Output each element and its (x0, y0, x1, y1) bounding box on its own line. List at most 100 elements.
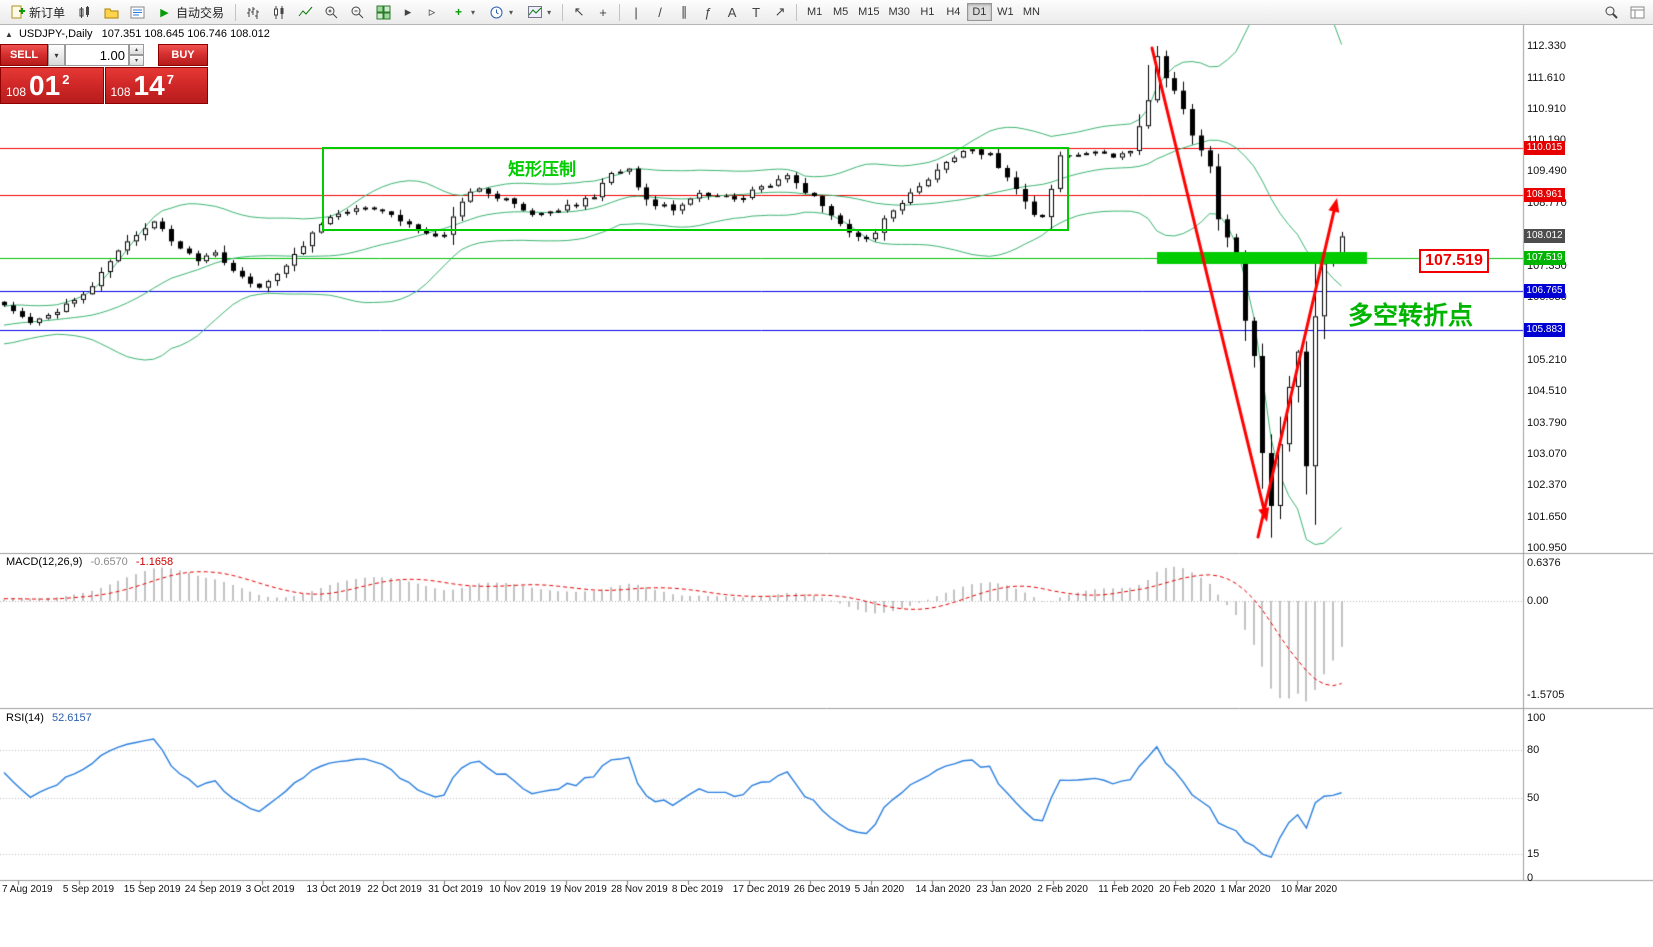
date-axis-label: 1 Mar 2020 (1220, 884, 1271, 895)
cursor-button[interactable]: ↖ (573, 4, 585, 19)
equidistant-channel-button[interactable]: ∥ (680, 4, 688, 19)
price-axis-label: 109.490 (1527, 165, 1567, 178)
timeframe-h1-button[interactable]: H1 (915, 3, 940, 21)
date-axis-label: 22 Oct 2019 (367, 884, 422, 895)
timeframe-m15-button[interactable]: M15 (854, 3, 883, 21)
fibonacci-button[interactable]: ƒ (704, 4, 712, 20)
timeframe-group: M1 M5 M15 M30 H1 H4 D1 W1 MN (802, 3, 1044, 21)
price-axis-label: 102.370 (1527, 479, 1567, 492)
volume-input[interactable] (65, 44, 129, 66)
price-level-tag: 108.012 (1524, 229, 1565, 244)
zoom-out-button[interactable] (345, 1, 369, 23)
tile-windows-button[interactable] (371, 1, 395, 23)
date-axis-label: 26 Dec 2019 (793, 884, 851, 895)
rsi-value: 52.6157 (51, 712, 92, 724)
templates-button[interactable]: ▾ (521, 2, 557, 22)
autotrade-button[interactable]: ▶ 自动交易 (151, 2, 230, 22)
macd-name: MACD(12,26,9) (6, 556, 83, 568)
periods-dropdown-icon: ▾ (509, 7, 514, 17)
timeframe-m1-button[interactable]: M1 (802, 3, 827, 21)
volume-down-button[interactable]: ▾ (129, 55, 144, 66)
volume-dropdown-button[interactable]: ▾ (48, 44, 65, 66)
text-label-button[interactable]: T (752, 4, 761, 20)
sell-price-plate[interactable]: 108 01 2 (0, 67, 104, 104)
sell-button[interactable]: SELL (0, 44, 48, 66)
data-window-button[interactable] (1625, 1, 1649, 23)
toolbar-separator (235, 3, 237, 21)
market-watch-button[interactable] (125, 1, 149, 23)
macd-indicator-label: MACD(12,26,9) -0.6570 -1.1658 (6, 556, 173, 568)
date-axis-label: 31 Oct 2019 (428, 884, 483, 895)
buy-button[interactable]: BUY (158, 44, 208, 66)
timeframe-m5-button[interactable]: M5 (828, 3, 853, 21)
sell-price-pip: 2 (62, 72, 70, 87)
toolbar: 新订单 ▶ 自动交易 ▸ ▹ + ▾ ▾ (0, 0, 1653, 25)
new-order-button[interactable]: 新订单 (4, 2, 71, 22)
zoom-in-button[interactable] (319, 1, 343, 23)
line-chart-button[interactable] (293, 1, 317, 23)
autotrade-label: 自动交易 (176, 5, 225, 20)
crosshair-button[interactable]: + (599, 4, 607, 20)
price-level-tag: 107.519 (1524, 251, 1565, 266)
rsi-name: RSI(14) (6, 712, 44, 724)
indicators-button[interactable]: + ▾ (445, 2, 481, 22)
chart-canvas[interactable] (0, 25, 1653, 947)
sell-price-prefix: 108 (6, 85, 27, 99)
buy-price-big: 14 (133, 69, 165, 101)
symbol-search-button[interactable] (1599, 1, 1623, 23)
bar-chart-button[interactable] (241, 1, 265, 23)
chart-symbol: USDJPY-,Daily (18, 28, 93, 40)
chart-ohlc-values: 107.351 108.645 106.746 108.012 (101, 28, 270, 40)
rsi-axis-label: 15 (1527, 848, 1540, 860)
profiles-button[interactable] (99, 1, 123, 23)
price-axis-label: 101.650 (1527, 510, 1567, 523)
date-axis-label: 7 Aug 2019 (2, 884, 53, 895)
date-axis-label: 13 Oct 2019 (306, 884, 361, 895)
new-chart-icon (79, 5, 89, 18)
rsi-indicator-label: RSI(14) 52.6157 (6, 712, 92, 724)
rsi-axis-label: 100 (1527, 712, 1546, 724)
text-button[interactable]: A (727, 4, 737, 20)
data-window-icon (1630, 6, 1644, 18)
date-axis-label: 10 Nov 2019 (489, 884, 546, 895)
timeframe-w1-button[interactable]: W1 (993, 3, 1018, 21)
timeframe-mn-button[interactable]: MN (1019, 3, 1044, 21)
volume-up-button[interactable]: ▴ (129, 44, 144, 55)
price-axis-label: 104.510 (1527, 384, 1567, 397)
timeframe-m30-button[interactable]: M30 (884, 3, 913, 21)
arrows-button[interactable]: ↗ (774, 4, 786, 19)
trendline-button[interactable]: / (658, 4, 662, 20)
profiles-icon (104, 8, 119, 18)
auto-scroll-button[interactable]: ▸ (404, 4, 412, 19)
date-axis-label: 28 Nov 2019 (611, 884, 668, 895)
chart-shift-button[interactable]: ▹ (428, 4, 436, 19)
date-axis-label: 3 Oct 2019 (245, 884, 295, 895)
volume-spinner: ▴ ▾ (129, 44, 144, 66)
indicators-plus-icon: + (455, 5, 463, 19)
rsi-axis-label: 50 (1527, 792, 1540, 804)
buy-price-plate[interactable]: 108 14 7 (104, 67, 208, 104)
buy-price-pip: 7 (166, 72, 174, 87)
timeframe-h4-button[interactable]: H4 (941, 3, 966, 21)
vertical-line-button[interactable]: | (634, 4, 638, 20)
turning-point-label: 多空转折点 (1348, 302, 1474, 330)
price-axis-label: 111.610 (1527, 71, 1566, 84)
price-axis-label: 105.210 (1527, 353, 1567, 366)
price-axis-label: 110.910 (1527, 102, 1566, 115)
sell-price-big: 01 (29, 69, 61, 101)
new-chart-button[interactable] (73, 1, 97, 23)
macd-signal-value: -1.1658 (135, 556, 174, 568)
market-watch-icon (130, 6, 145, 18)
price-level-tag: 108.961 (1524, 187, 1565, 202)
timeframe-d1-button[interactable]: D1 (966, 3, 992, 21)
panel-collapse-icon[interactable]: ▲ (5, 30, 13, 39)
toolbar-separator (796, 3, 798, 21)
candlestick-chart-button[interactable] (267, 1, 291, 23)
periods-button[interactable]: ▾ (483, 2, 519, 22)
date-axis-label: 5 Sep 2019 (62, 884, 115, 895)
date-axis-label: 23 Jan 2020 (976, 884, 1032, 895)
macd-axis-label: 0.6376 (1527, 556, 1561, 569)
date-axis-label: 10 Mar 2020 (1280, 884, 1338, 895)
zoom-in-icon (325, 6, 337, 18)
macd-axis-label: -1.5705 (1527, 688, 1565, 701)
